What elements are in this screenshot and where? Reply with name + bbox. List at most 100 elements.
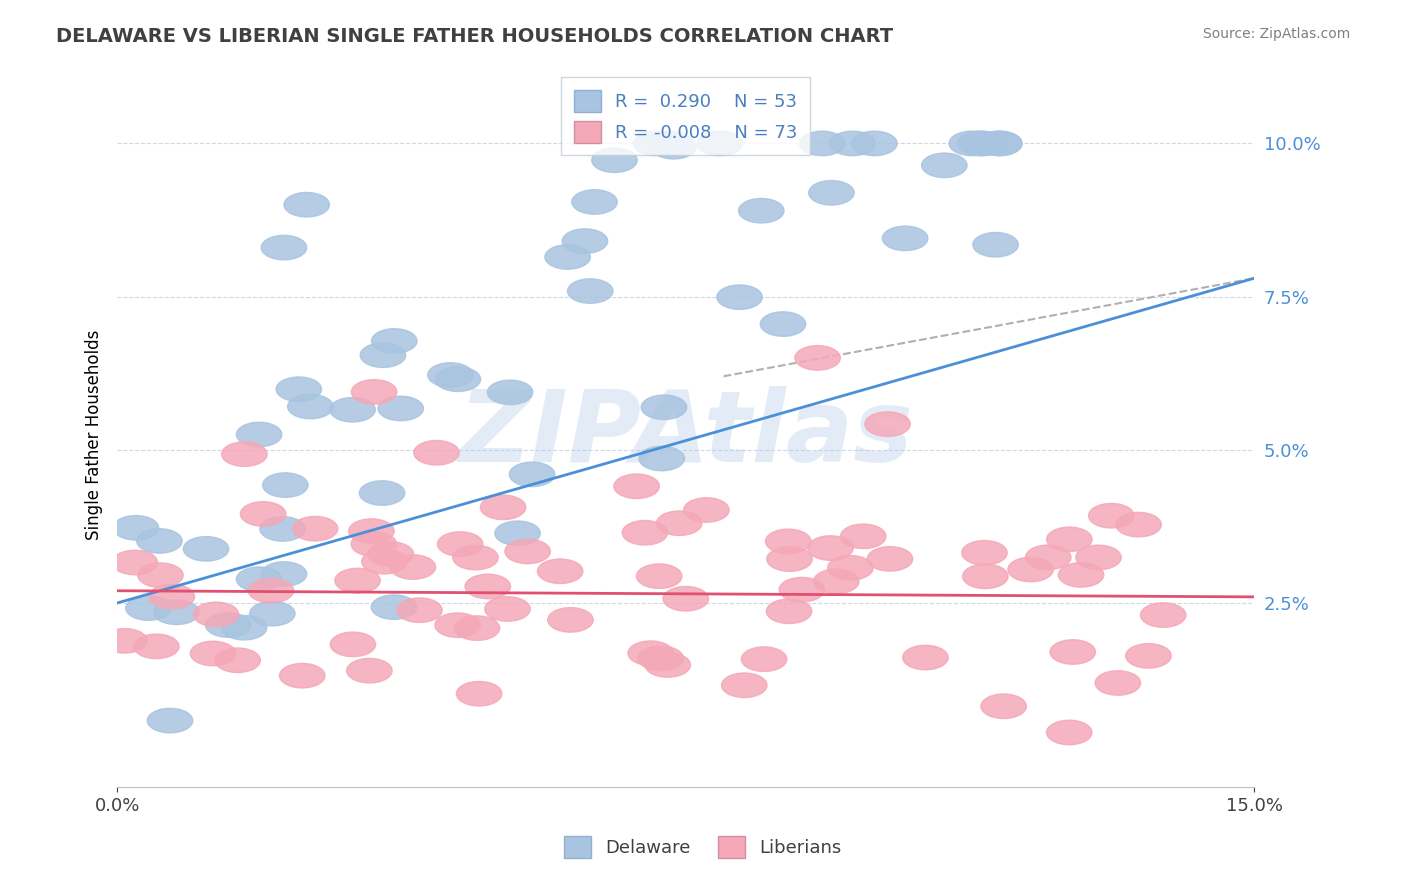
Ellipse shape	[488, 380, 533, 405]
Ellipse shape	[741, 647, 787, 672]
Ellipse shape	[808, 180, 855, 205]
Ellipse shape	[921, 153, 967, 178]
Ellipse shape	[148, 708, 193, 733]
Ellipse shape	[852, 131, 897, 156]
Ellipse shape	[125, 596, 172, 620]
Ellipse shape	[592, 148, 637, 172]
Ellipse shape	[505, 539, 550, 564]
Ellipse shape	[1076, 545, 1121, 570]
Ellipse shape	[568, 279, 613, 303]
Ellipse shape	[814, 569, 859, 593]
Ellipse shape	[830, 131, 876, 156]
Ellipse shape	[427, 363, 474, 387]
Ellipse shape	[413, 441, 460, 465]
Ellipse shape	[638, 646, 683, 671]
Ellipse shape	[1050, 640, 1095, 665]
Ellipse shape	[292, 516, 337, 541]
Ellipse shape	[883, 226, 928, 251]
Ellipse shape	[647, 131, 693, 156]
Ellipse shape	[138, 563, 183, 588]
Ellipse shape	[800, 131, 845, 156]
Ellipse shape	[190, 641, 236, 665]
Ellipse shape	[963, 564, 1008, 589]
Ellipse shape	[276, 377, 322, 401]
Ellipse shape	[868, 547, 912, 571]
Ellipse shape	[973, 233, 1018, 257]
Ellipse shape	[865, 412, 910, 436]
Ellipse shape	[721, 673, 768, 698]
Ellipse shape	[221, 615, 267, 640]
Ellipse shape	[236, 422, 281, 447]
Ellipse shape	[903, 645, 948, 670]
Ellipse shape	[330, 632, 375, 657]
Ellipse shape	[205, 613, 250, 637]
Ellipse shape	[368, 541, 413, 566]
Ellipse shape	[548, 607, 593, 632]
Ellipse shape	[645, 653, 690, 677]
Ellipse shape	[389, 555, 436, 579]
Ellipse shape	[434, 613, 481, 638]
Ellipse shape	[349, 519, 394, 543]
Ellipse shape	[981, 694, 1026, 718]
Ellipse shape	[794, 345, 841, 370]
Ellipse shape	[761, 312, 806, 336]
Ellipse shape	[641, 395, 686, 419]
Ellipse shape	[1025, 545, 1071, 569]
Ellipse shape	[766, 599, 811, 624]
Ellipse shape	[697, 131, 742, 156]
Ellipse shape	[371, 595, 416, 619]
Ellipse shape	[330, 398, 375, 422]
Ellipse shape	[651, 135, 696, 159]
Ellipse shape	[240, 501, 285, 526]
Ellipse shape	[352, 380, 396, 404]
Ellipse shape	[562, 229, 607, 253]
Y-axis label: Single Father Households: Single Father Households	[86, 329, 103, 540]
Ellipse shape	[1008, 558, 1053, 582]
Ellipse shape	[1116, 512, 1161, 537]
Ellipse shape	[841, 524, 886, 549]
Ellipse shape	[637, 564, 682, 589]
Ellipse shape	[193, 602, 239, 627]
Ellipse shape	[779, 577, 824, 602]
Ellipse shape	[738, 198, 785, 223]
Ellipse shape	[454, 615, 499, 640]
Ellipse shape	[260, 516, 305, 541]
Ellipse shape	[134, 634, 179, 658]
Ellipse shape	[766, 547, 813, 571]
Ellipse shape	[621, 521, 668, 545]
Ellipse shape	[149, 584, 194, 609]
Ellipse shape	[1046, 720, 1092, 745]
Ellipse shape	[262, 235, 307, 260]
Ellipse shape	[1126, 644, 1171, 668]
Ellipse shape	[284, 193, 329, 217]
Ellipse shape	[288, 394, 333, 418]
Ellipse shape	[183, 537, 229, 561]
Ellipse shape	[572, 190, 617, 214]
Ellipse shape	[352, 532, 396, 557]
Ellipse shape	[495, 521, 540, 546]
Ellipse shape	[1088, 503, 1135, 528]
Ellipse shape	[153, 600, 200, 624]
Ellipse shape	[280, 664, 325, 688]
Ellipse shape	[481, 495, 526, 520]
Ellipse shape	[112, 516, 159, 540]
Ellipse shape	[453, 545, 498, 570]
Ellipse shape	[249, 578, 294, 603]
Ellipse shape	[977, 131, 1022, 156]
Ellipse shape	[509, 462, 555, 487]
Text: DELAWARE VS LIBERIAN SINGLE FATHER HOUSEHOLDS CORRELATION CHART: DELAWARE VS LIBERIAN SINGLE FATHER HOUSE…	[56, 27, 893, 45]
Ellipse shape	[262, 562, 307, 586]
Ellipse shape	[976, 131, 1022, 156]
Ellipse shape	[457, 681, 502, 706]
Ellipse shape	[633, 131, 679, 156]
Ellipse shape	[360, 481, 405, 505]
Ellipse shape	[249, 601, 295, 626]
Legend: Delaware, Liberians: Delaware, Liberians	[557, 829, 849, 865]
Ellipse shape	[485, 597, 530, 621]
Ellipse shape	[717, 285, 762, 310]
Ellipse shape	[962, 541, 1007, 565]
Ellipse shape	[112, 550, 157, 574]
Text: Source: ZipAtlas.com: Source: ZipAtlas.com	[1202, 27, 1350, 41]
Legend: R =  0.290    N = 53, R = -0.008    N = 73: R = 0.290 N = 53, R = -0.008 N = 73	[561, 77, 810, 155]
Ellipse shape	[396, 598, 443, 623]
